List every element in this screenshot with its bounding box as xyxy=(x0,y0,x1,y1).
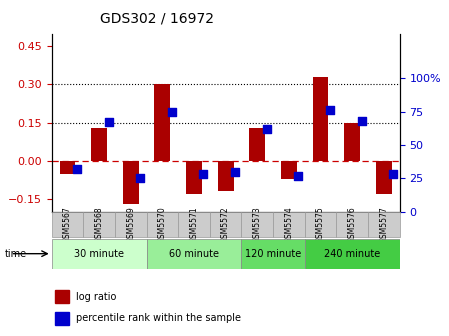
FancyBboxPatch shape xyxy=(242,212,273,237)
Text: GSM5572: GSM5572 xyxy=(221,206,230,243)
Text: 240 minute: 240 minute xyxy=(324,249,380,259)
Text: 30 minute: 30 minute xyxy=(74,249,124,259)
Point xyxy=(295,173,302,178)
Text: GDS302 / 16972: GDS302 / 16972 xyxy=(100,12,214,26)
Point xyxy=(263,126,270,132)
Bar xyxy=(186,161,202,194)
FancyBboxPatch shape xyxy=(52,239,146,269)
FancyBboxPatch shape xyxy=(115,212,146,237)
FancyBboxPatch shape xyxy=(368,212,400,237)
Point xyxy=(390,172,397,177)
Bar xyxy=(313,77,328,161)
Text: GSM5571: GSM5571 xyxy=(189,206,198,243)
Text: GSM5575: GSM5575 xyxy=(316,206,325,243)
Bar xyxy=(376,161,392,194)
FancyBboxPatch shape xyxy=(305,212,336,237)
Text: GSM5569: GSM5569 xyxy=(126,206,135,243)
Point xyxy=(358,118,365,124)
Bar xyxy=(249,128,265,161)
Bar xyxy=(154,84,170,161)
Point xyxy=(136,176,144,181)
FancyBboxPatch shape xyxy=(210,212,242,237)
Bar xyxy=(91,128,107,161)
Point xyxy=(200,172,207,177)
FancyBboxPatch shape xyxy=(146,239,242,269)
FancyBboxPatch shape xyxy=(305,239,400,269)
Text: GSM5573: GSM5573 xyxy=(253,206,262,243)
Bar xyxy=(344,123,360,161)
Bar xyxy=(55,290,69,303)
Bar xyxy=(218,161,233,191)
Text: log ratio: log ratio xyxy=(76,292,116,301)
Text: GSM5576: GSM5576 xyxy=(348,206,357,243)
FancyBboxPatch shape xyxy=(52,212,83,237)
Text: percentile rank within the sample: percentile rank within the sample xyxy=(76,313,241,323)
FancyBboxPatch shape xyxy=(273,212,305,237)
Point xyxy=(232,169,239,174)
Bar xyxy=(60,161,75,173)
Bar xyxy=(281,161,297,179)
Text: GSM5570: GSM5570 xyxy=(158,206,167,243)
Text: 60 minute: 60 minute xyxy=(169,249,219,259)
Point xyxy=(326,108,334,113)
FancyBboxPatch shape xyxy=(242,239,305,269)
FancyBboxPatch shape xyxy=(83,212,115,237)
Text: GSM5574: GSM5574 xyxy=(284,206,293,243)
Point xyxy=(168,109,176,114)
Text: time: time xyxy=(4,249,26,259)
FancyBboxPatch shape xyxy=(178,212,210,237)
Point xyxy=(73,166,80,172)
Text: 120 minute: 120 minute xyxy=(245,249,301,259)
Point xyxy=(105,120,112,125)
FancyBboxPatch shape xyxy=(146,212,178,237)
Bar xyxy=(55,312,69,325)
Bar xyxy=(123,161,139,204)
FancyBboxPatch shape xyxy=(336,212,368,237)
Text: GSM5567: GSM5567 xyxy=(63,206,72,243)
Text: GSM5577: GSM5577 xyxy=(379,206,388,243)
Text: GSM5568: GSM5568 xyxy=(95,206,104,243)
